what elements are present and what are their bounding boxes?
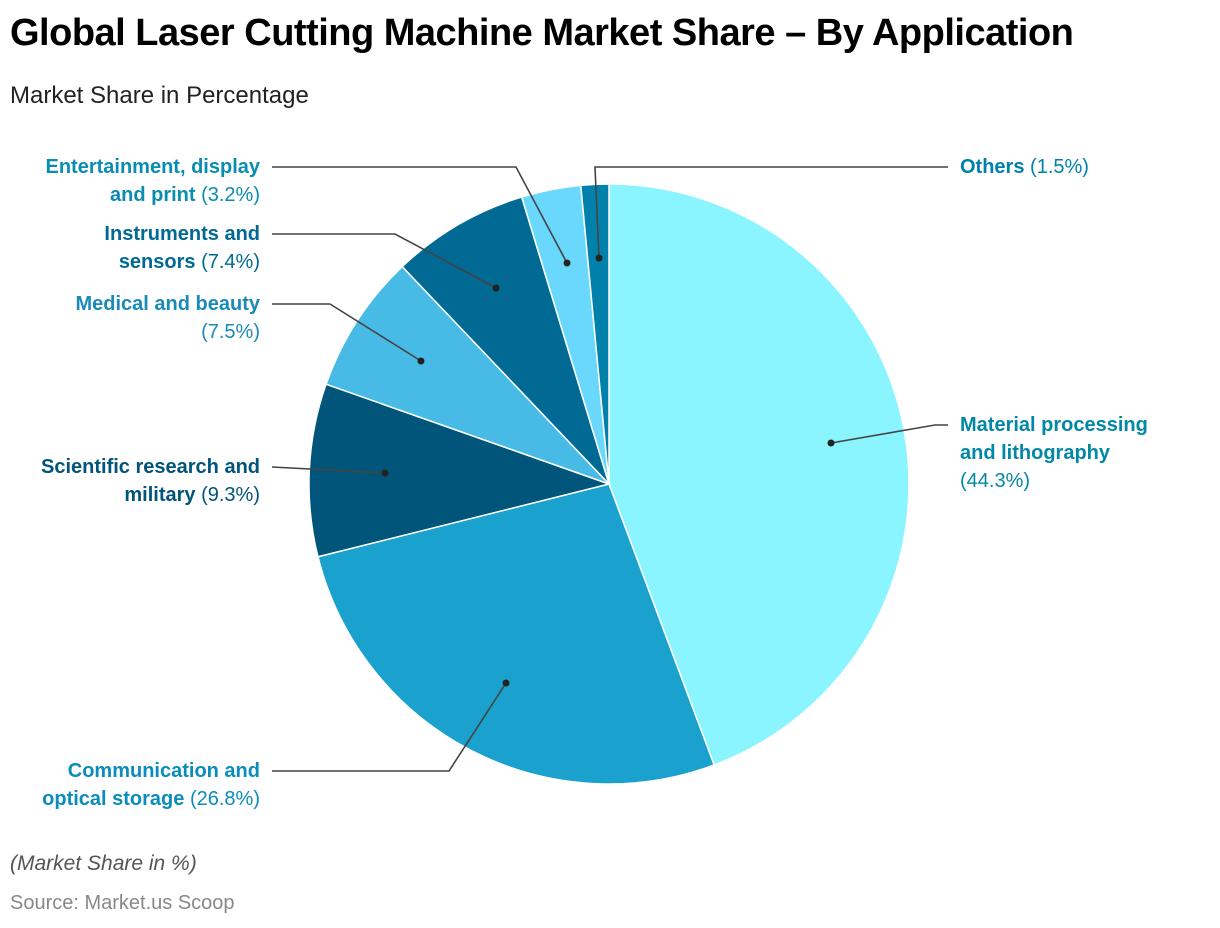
leader-dots [381,254,835,687]
pie-slice-instruments-and-sensors [401,196,610,485]
source-credit: Source: Market.us Scoop [10,892,235,914]
leader-line-material [830,424,948,444]
pie-slice-scientific-research-and-military [308,383,612,558]
leader-dot-icon [595,254,603,262]
label-medical: Medical and beauty (7.5%) [75,293,261,343]
label-others: Others (1.5%) [960,156,1089,178]
leader-dot-icon [381,469,389,477]
leader-line-communication [272,682,507,772]
pie-slice-communication-and-optical-storage [317,483,716,785]
leader-line-medical [272,303,422,362]
chart-subtitle: Market Share in Percentage [10,82,309,109]
leader-dot-icon [563,259,571,267]
label-material-processing: Material processing and lithography (44.… [960,414,1148,492]
chart-title: Global Laser Cutting Machine Market Shar… [10,12,1074,54]
pie-slices [308,183,910,785]
label-instruments: Instruments and sensors (7.4%) [104,223,260,273]
leader-line-others [594,166,948,259]
label-scientific: Scientific research and military (9.3%) [41,456,260,506]
leader-dot-icon [417,357,425,365]
leader-line-instruments [272,233,497,289]
leader-dot-icon [827,439,835,447]
label-communication: Communication and optical storage (26.8%… [42,760,260,810]
leader-lines [271,166,948,772]
leader-dot-icon [502,679,510,687]
leader-line-entertainment [272,166,568,264]
footnote: (Market Share in %) [10,852,197,875]
leader-dot-icon [492,284,500,292]
leader-line-scientific [271,466,386,474]
label-entertainment: Entertainment, display and print (3.2%) [45,156,261,206]
